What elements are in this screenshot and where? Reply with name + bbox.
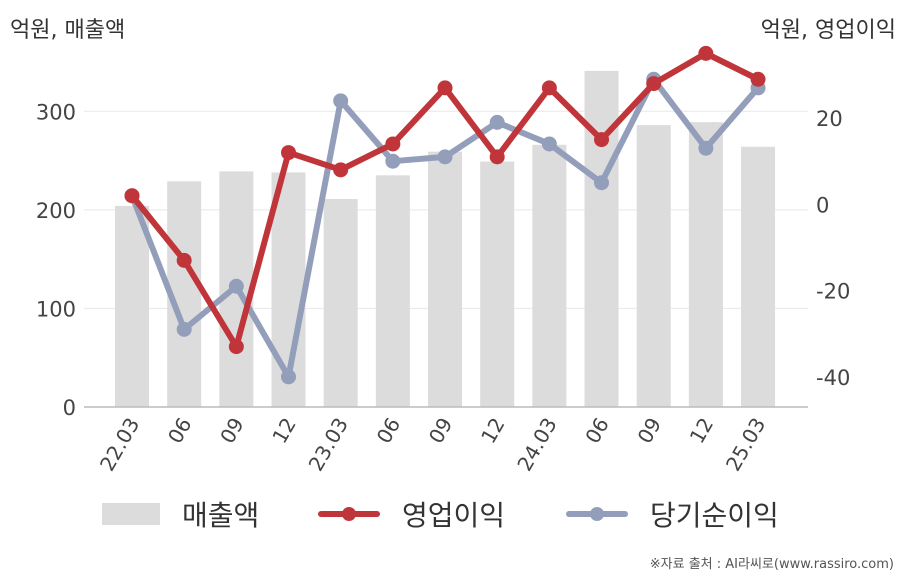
series-point [750, 71, 766, 87]
series-point [437, 149, 453, 165]
legend-item-revenue: 매출액 [102, 492, 259, 536]
right-tick-label: 20 [816, 107, 843, 131]
x-tick-label: 06 [372, 414, 406, 448]
bar [584, 70, 619, 407]
x-tick-label: 09 [424, 414, 458, 448]
bar [428, 151, 463, 407]
series-point [281, 369, 297, 385]
series-point [124, 188, 140, 204]
series-point [698, 45, 714, 61]
legend-item-net-profit: 당기순이익 [566, 492, 779, 536]
x-tick-label: 09 [633, 414, 667, 448]
series-point [541, 136, 557, 152]
left-tick-label: 100 [36, 297, 76, 321]
x-tick-label: 23.03 [304, 414, 353, 476]
bars-layer [115, 70, 776, 408]
right-tick-label: 0 [816, 193, 829, 217]
series-point [594, 132, 610, 148]
series-point [385, 136, 401, 152]
series-point [698, 140, 714, 156]
x-tick-label: 06 [580, 414, 614, 448]
left-tick-label: 300 [36, 100, 76, 124]
series-point [489, 149, 505, 165]
legend-swatch-operating-profit [318, 503, 380, 525]
series-point [646, 76, 662, 92]
lines-layer [124, 45, 766, 385]
series-point [385, 153, 401, 169]
legend-item-operating-profit: 영업이익 [318, 492, 505, 536]
series-point [489, 114, 505, 130]
left-tick-label: 200 [36, 199, 76, 223]
series-point [333, 93, 349, 109]
legend-label-operating-profit: 영업이익 [402, 499, 506, 532]
bar [688, 122, 723, 407]
bar [636, 125, 671, 407]
bar [115, 205, 149, 407]
series-point [228, 278, 244, 294]
x-tick-label: 22.03 [95, 414, 144, 476]
bar [480, 161, 515, 407]
x-tick-label: 24.03 [512, 414, 561, 476]
legend-swatch-net-profit [566, 503, 628, 525]
legend-label-net-profit: 당기순이익 [650, 499, 779, 532]
right-axis-unit: 억원, 영업이익 [760, 18, 896, 43]
x-tick-label: 12 [476, 414, 510, 448]
x-tick-label: 25.03 [721, 414, 770, 476]
source-note: ※자료 출처 : AI라씨로(www.rassiro.com) [649, 557, 894, 572]
x-tick-label: 12 [685, 414, 719, 448]
bar [532, 144, 567, 408]
series-point [228, 339, 244, 355]
x-tick-label: 09 [215, 414, 249, 448]
x-tick-label: 12 [267, 414, 301, 448]
series-point [541, 80, 557, 96]
series-point [437, 80, 453, 96]
series-point [594, 175, 610, 191]
right-tick-label: -40 [816, 366, 850, 390]
bar [323, 199, 358, 407]
x-tick-label: 06 [163, 414, 197, 448]
series-point [333, 162, 349, 178]
right-tick-label: -20 [816, 280, 850, 304]
legend-swatch-revenue [102, 503, 160, 525]
legend: 매출액 영업이익 당기순이익 [0, 492, 908, 536]
series-point [176, 252, 192, 268]
legend-label-revenue: 매출액 [182, 499, 260, 532]
series-point [176, 321, 192, 337]
left-axis-unit: 억원, 매출액 [10, 18, 126, 43]
bar [375, 175, 410, 407]
bar [741, 146, 776, 407]
series-point [281, 145, 297, 161]
left-tick-label: 0 [63, 396, 76, 420]
